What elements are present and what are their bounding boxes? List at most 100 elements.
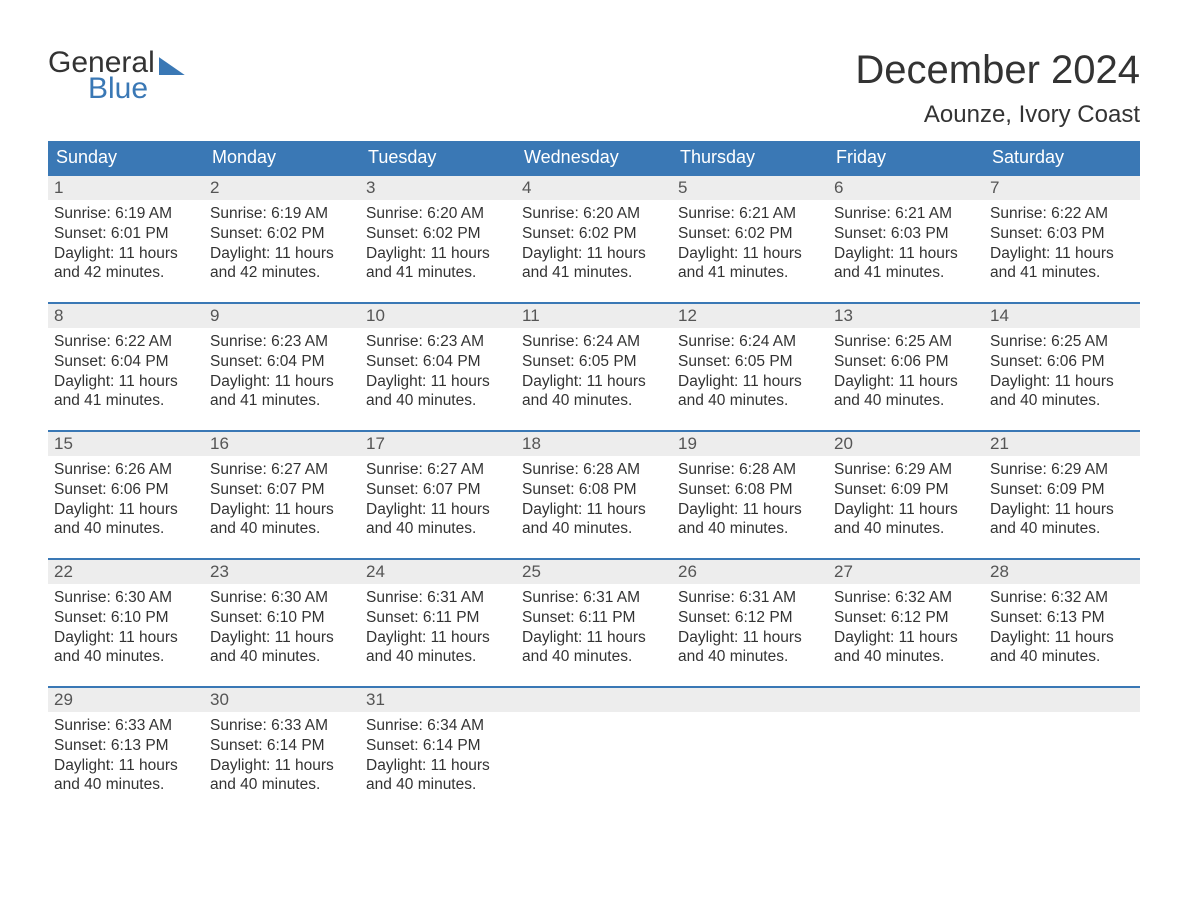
day-details: Sunrise: 6:23 AMSunset: 6:04 PMDaylight:…: [204, 328, 360, 411]
calendar-cell: 14Sunrise: 6:25 AMSunset: 6:06 PMDayligh…: [984, 302, 1140, 430]
calendar-cell: 1Sunrise: 6:19 AMSunset: 6:01 PMDaylight…: [48, 174, 204, 302]
calendar-cell: 28Sunrise: 6:32 AMSunset: 6:13 PMDayligh…: [984, 558, 1140, 686]
day-number: 12: [672, 302, 828, 328]
day-number: 7: [984, 174, 1140, 200]
day-number: 29: [48, 686, 204, 712]
day-details: Sunrise: 6:22 AMSunset: 6:03 PMDaylight:…: [984, 200, 1140, 283]
day-number: 23: [204, 558, 360, 584]
calendar-cell: 4Sunrise: 6:20 AMSunset: 6:02 PMDaylight…: [516, 174, 672, 302]
calendar-cell: 16Sunrise: 6:27 AMSunset: 6:07 PMDayligh…: [204, 430, 360, 558]
day-number: 9: [204, 302, 360, 328]
day-details: Sunrise: 6:30 AMSunset: 6:10 PMDaylight:…: [204, 584, 360, 667]
day-number: 6: [828, 174, 984, 200]
day-details: Sunrise: 6:19 AMSunset: 6:01 PMDaylight:…: [48, 200, 204, 283]
calendar-cell: 2Sunrise: 6:19 AMSunset: 6:02 PMDaylight…: [204, 174, 360, 302]
weekday-header: Tuesday: [360, 141, 516, 174]
day-details: Sunrise: 6:34 AMSunset: 6:14 PMDaylight:…: [360, 712, 516, 795]
calendar-cell: 11Sunrise: 6:24 AMSunset: 6:05 PMDayligh…: [516, 302, 672, 430]
calendar-cell: 18Sunrise: 6:28 AMSunset: 6:08 PMDayligh…: [516, 430, 672, 558]
day-number: 24: [360, 558, 516, 584]
calendar-cell: 17Sunrise: 6:27 AMSunset: 6:07 PMDayligh…: [360, 430, 516, 558]
brand-triangle-icon: [159, 57, 185, 75]
calendar-cell: 27Sunrise: 6:32 AMSunset: 6:12 PMDayligh…: [828, 558, 984, 686]
weekday-header: Wednesday: [516, 141, 672, 174]
day-details: Sunrise: 6:27 AMSunset: 6:07 PMDaylight:…: [204, 456, 360, 539]
day-details: Sunrise: 6:31 AMSunset: 6:11 PMDaylight:…: [360, 584, 516, 667]
day-number: 5: [672, 174, 828, 200]
day-details: Sunrise: 6:30 AMSunset: 6:10 PMDaylight:…: [48, 584, 204, 667]
calendar-cell: 19Sunrise: 6:28 AMSunset: 6:08 PMDayligh…: [672, 430, 828, 558]
calendar-cell: 30Sunrise: 6:33 AMSunset: 6:14 PMDayligh…: [204, 686, 360, 814]
day-number-empty: .: [828, 686, 984, 712]
day-details: Sunrise: 6:25 AMSunset: 6:06 PMDaylight:…: [984, 328, 1140, 411]
calendar-cell: 10Sunrise: 6:23 AMSunset: 6:04 PMDayligh…: [360, 302, 516, 430]
calendar-cell: 23Sunrise: 6:30 AMSunset: 6:10 PMDayligh…: [204, 558, 360, 686]
day-number: 21: [984, 430, 1140, 456]
day-number: 19: [672, 430, 828, 456]
day-details: Sunrise: 6:31 AMSunset: 6:11 PMDaylight:…: [516, 584, 672, 667]
day-details: Sunrise: 6:24 AMSunset: 6:05 PMDaylight:…: [672, 328, 828, 411]
calendar-cell: 29Sunrise: 6:33 AMSunset: 6:13 PMDayligh…: [48, 686, 204, 814]
day-number-empty: .: [672, 686, 828, 712]
day-number: 28: [984, 558, 1140, 584]
calendar-cell: .: [984, 686, 1140, 814]
day-details: Sunrise: 6:27 AMSunset: 6:07 PMDaylight:…: [360, 456, 516, 539]
day-number: 16: [204, 430, 360, 456]
day-number: 31: [360, 686, 516, 712]
day-details: Sunrise: 6:32 AMSunset: 6:12 PMDaylight:…: [828, 584, 984, 667]
calendar-cell: 5Sunrise: 6:21 AMSunset: 6:02 PMDaylight…: [672, 174, 828, 302]
weekday-header: Saturday: [984, 141, 1140, 174]
day-details: Sunrise: 6:20 AMSunset: 6:02 PMDaylight:…: [516, 200, 672, 283]
day-details: Sunrise: 6:33 AMSunset: 6:13 PMDaylight:…: [48, 712, 204, 795]
calendar-cell: 25Sunrise: 6:31 AMSunset: 6:11 PMDayligh…: [516, 558, 672, 686]
day-details: Sunrise: 6:33 AMSunset: 6:14 PMDaylight:…: [204, 712, 360, 795]
day-details: Sunrise: 6:31 AMSunset: 6:12 PMDaylight:…: [672, 584, 828, 667]
day-details: Sunrise: 6:23 AMSunset: 6:04 PMDaylight:…: [360, 328, 516, 411]
day-number: 13: [828, 302, 984, 328]
day-number: 18: [516, 430, 672, 456]
brand-logo: General Blue: [48, 48, 185, 104]
day-number: 14: [984, 302, 1140, 328]
calendar-cell: 24Sunrise: 6:31 AMSunset: 6:11 PMDayligh…: [360, 558, 516, 686]
day-number: 25: [516, 558, 672, 584]
day-details: Sunrise: 6:29 AMSunset: 6:09 PMDaylight:…: [984, 456, 1140, 539]
day-number: 27: [828, 558, 984, 584]
calendar-cell: 26Sunrise: 6:31 AMSunset: 6:12 PMDayligh…: [672, 558, 828, 686]
page-title: December 2024: [855, 48, 1140, 93]
day-details: Sunrise: 6:25 AMSunset: 6:06 PMDaylight:…: [828, 328, 984, 411]
day-number: 11: [516, 302, 672, 328]
day-details: Sunrise: 6:28 AMSunset: 6:08 PMDaylight:…: [516, 456, 672, 539]
calendar-cell: .: [672, 686, 828, 814]
day-details: Sunrise: 6:24 AMSunset: 6:05 PMDaylight:…: [516, 328, 672, 411]
day-number-empty: .: [516, 686, 672, 712]
day-details: Sunrise: 6:21 AMSunset: 6:02 PMDaylight:…: [672, 200, 828, 283]
day-details: Sunrise: 6:32 AMSunset: 6:13 PMDaylight:…: [984, 584, 1140, 667]
day-details: Sunrise: 6:19 AMSunset: 6:02 PMDaylight:…: [204, 200, 360, 283]
day-number: 3: [360, 174, 516, 200]
day-number: 17: [360, 430, 516, 456]
day-number: 26: [672, 558, 828, 584]
calendar-table: SundayMondayTuesdayWednesdayThursdayFrid…: [48, 141, 1140, 814]
brand-line2: Blue: [88, 74, 185, 104]
weekday-header-row: SundayMondayTuesdayWednesdayThursdayFrid…: [48, 141, 1140, 174]
calendar-cell: 3Sunrise: 6:20 AMSunset: 6:02 PMDaylight…: [360, 174, 516, 302]
calendar-cell: 8Sunrise: 6:22 AMSunset: 6:04 PMDaylight…: [48, 302, 204, 430]
calendar-cell: 22Sunrise: 6:30 AMSunset: 6:10 PMDayligh…: [48, 558, 204, 686]
calendar-cell: 13Sunrise: 6:25 AMSunset: 6:06 PMDayligh…: [828, 302, 984, 430]
calendar-cell: .: [828, 686, 984, 814]
calendar-cell: 9Sunrise: 6:23 AMSunset: 6:04 PMDaylight…: [204, 302, 360, 430]
calendar-cell: 15Sunrise: 6:26 AMSunset: 6:06 PMDayligh…: [48, 430, 204, 558]
weekday-header: Friday: [828, 141, 984, 174]
calendar-cell: 21Sunrise: 6:29 AMSunset: 6:09 PMDayligh…: [984, 430, 1140, 558]
day-number: 2: [204, 174, 360, 200]
day-number: 20: [828, 430, 984, 456]
weekday-header: Sunday: [48, 141, 204, 174]
day-number: 1: [48, 174, 204, 200]
calendar-cell: .: [516, 686, 672, 814]
day-number: 22: [48, 558, 204, 584]
day-number: 8: [48, 302, 204, 328]
day-number: 10: [360, 302, 516, 328]
weekday-header: Thursday: [672, 141, 828, 174]
calendar-cell: 7Sunrise: 6:22 AMSunset: 6:03 PMDaylight…: [984, 174, 1140, 302]
calendar-cell: 12Sunrise: 6:24 AMSunset: 6:05 PMDayligh…: [672, 302, 828, 430]
